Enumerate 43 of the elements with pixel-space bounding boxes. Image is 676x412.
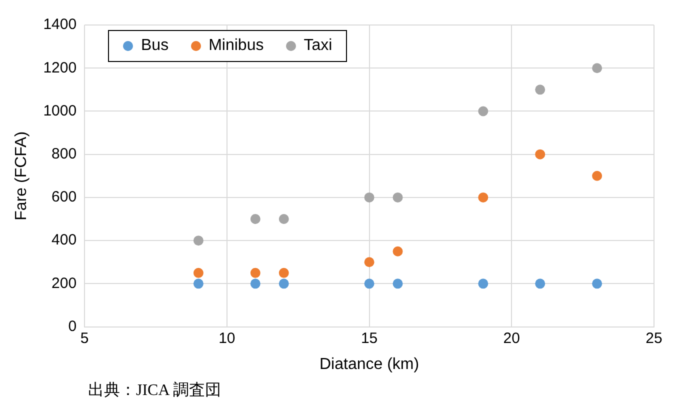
point xyxy=(250,214,260,224)
point xyxy=(478,192,488,202)
point xyxy=(535,84,546,95)
y-tick-label: 800 xyxy=(52,145,77,162)
point xyxy=(193,236,204,246)
y-tick-label: 1200 xyxy=(43,59,77,76)
y-tick-label: 0 xyxy=(68,318,77,335)
x-tick-label: 15 xyxy=(360,330,378,347)
y-tick-label: 1400 xyxy=(43,16,77,34)
y-tick-label: 200 xyxy=(52,274,77,292)
point xyxy=(592,278,602,289)
point xyxy=(535,278,546,289)
point xyxy=(250,268,260,278)
point xyxy=(392,246,403,256)
y-axis-title: Fare (FCFA) xyxy=(13,131,30,220)
point xyxy=(364,257,374,268)
point xyxy=(478,278,488,289)
x-tick-label: 5 xyxy=(80,330,89,347)
point xyxy=(193,278,204,289)
x-tick-label: 25 xyxy=(646,330,662,347)
x-tick-label: 10 xyxy=(218,330,236,347)
point xyxy=(364,192,374,202)
point xyxy=(193,268,204,278)
point xyxy=(592,63,602,74)
source-note: 出典：JICA 調査団 xyxy=(88,380,221,401)
point xyxy=(364,278,374,289)
point xyxy=(535,149,546,160)
point xyxy=(250,278,260,289)
point xyxy=(278,268,289,278)
point xyxy=(278,278,289,289)
point xyxy=(278,214,289,224)
x-axis-title: Diatance (km) xyxy=(319,356,420,373)
point xyxy=(478,106,488,116)
point xyxy=(392,278,403,289)
y-tick-label: 400 xyxy=(52,232,77,249)
point xyxy=(592,170,602,181)
y-tick-label: 1000 xyxy=(43,102,77,120)
point xyxy=(392,192,403,202)
legend-label: Bus xyxy=(141,37,169,55)
y-tick-label: 600 xyxy=(52,188,77,206)
legend-label: Taxi xyxy=(304,37,332,55)
legend-label: Minibus xyxy=(208,37,264,55)
x-tick-label: 20 xyxy=(503,330,520,347)
